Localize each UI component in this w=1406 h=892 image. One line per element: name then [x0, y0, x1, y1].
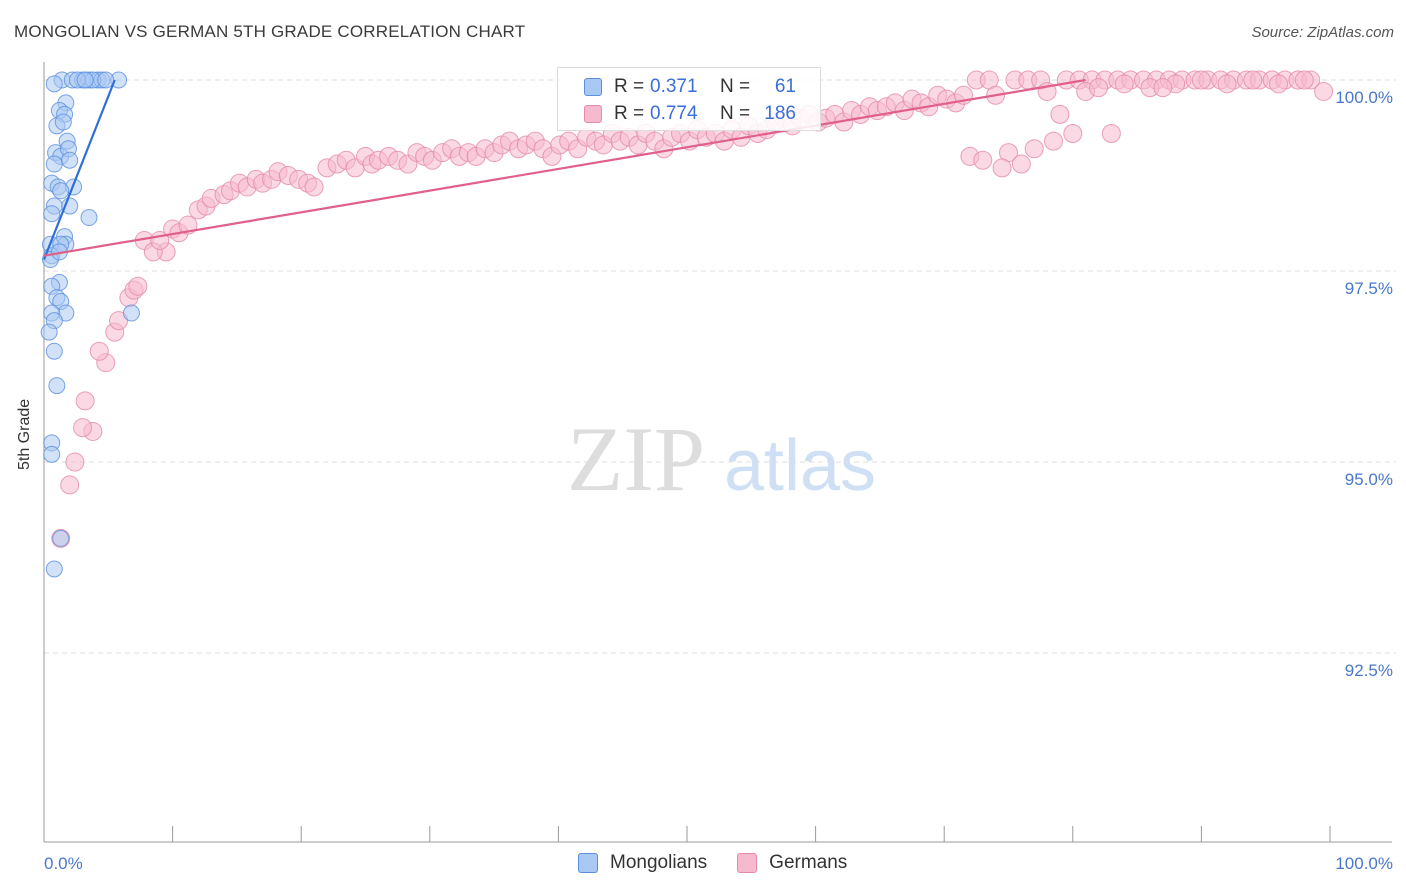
- legend-n-label: N =: [720, 76, 751, 97]
- germans-trend-line: [43, 78, 1086, 257]
- legend-row-mongolians: R = 0.371 N = 61: [584, 75, 796, 99]
- legend-item-germans[interactable]: Germans: [737, 852, 847, 874]
- germans-point: [89, 341, 109, 361]
- germans-point: [73, 418, 93, 438]
- mongolians-point: [40, 323, 58, 341]
- germans-point: [1114, 74, 1134, 94]
- germans-point: [1011, 154, 1031, 174]
- mongolians-point: [52, 529, 70, 547]
- mongolians-point: [45, 560, 63, 578]
- x-tick-label: 100.0%: [1335, 854, 1393, 873]
- mongolians-point: [45, 342, 63, 360]
- legend-item-mongolians[interactable]: Mongolians: [578, 852, 707, 874]
- germans-point: [1191, 70, 1211, 90]
- x-tick-labels: 0.0% 100.0%: [44, 854, 1393, 873]
- source-label: Source: ZipAtlas.com: [1251, 24, 1394, 41]
- x-tick-label: 0.0%: [44, 854, 83, 873]
- mongolians-point: [122, 304, 140, 322]
- germans-point: [1217, 74, 1237, 94]
- germans-point: [1243, 70, 1263, 90]
- germans-point: [1314, 81, 1334, 101]
- germans-point: [1101, 123, 1121, 143]
- mongolians-trend-line: [42, 79, 116, 260]
- mongolians-point: [43, 205, 61, 223]
- chart-title: MONGOLIAN VS GERMAN 5TH GRADE CORRELATIO…: [14, 22, 526, 41]
- germans-point: [992, 158, 1012, 178]
- mongolians-point: [52, 182, 70, 200]
- germans-point: [1050, 104, 1070, 124]
- series-legend: Mongolians Germans: [578, 852, 877, 874]
- y-tick-label: 100.0%: [1335, 88, 1393, 107]
- legend-n-value: 186: [764, 103, 796, 124]
- mongolians-point: [97, 71, 115, 89]
- germans-point: [109, 311, 129, 331]
- y-tick-label: 97.5%: [1345, 279, 1393, 298]
- legend-swatch-blue: [578, 853, 598, 873]
- legend-r-value: 0.774: [650, 103, 698, 124]
- mongolians-point: [45, 75, 63, 93]
- watermark: ZIP atlas: [567, 408, 876, 510]
- correlation-legend: R = 0.371 N = 61 R = 0.774 N = 186: [557, 67, 821, 131]
- legend-swatch-pink: [737, 853, 758, 873]
- mongolians-point: [45, 155, 63, 173]
- germans-point: [65, 452, 85, 472]
- mongolians-point: [61, 151, 79, 169]
- legend-n-value: 61: [774, 76, 796, 97]
- y-tick-labels: 92.5% 95.0% 97.5% 100.0%: [1335, 88, 1393, 680]
- mongolians-point: [43, 445, 61, 463]
- mongolians-point: [54, 113, 72, 131]
- watermark-zip: ZIP: [567, 408, 705, 510]
- germans-point: [60, 475, 80, 495]
- germans-point: [1153, 78, 1173, 98]
- legend-swatch-blue: [584, 78, 602, 96]
- mongolians-point: [76, 71, 94, 89]
- germans-point: [973, 150, 993, 170]
- legend-r-value: 0.371: [650, 76, 698, 97]
- germans-point: [1294, 70, 1314, 90]
- legend-swatch-pink: [584, 105, 602, 123]
- legend-n-label: N =: [720, 103, 751, 124]
- legend-label-mongolians: Mongolians: [610, 852, 708, 873]
- legend-row-germans: R = 0.774 N = 186: [584, 102, 796, 126]
- germans-points: [51, 70, 1334, 548]
- legend-r-label: R =: [614, 76, 645, 97]
- germans-point: [128, 276, 148, 296]
- germans-point: [75, 391, 95, 411]
- y-tick-label: 95.0%: [1345, 470, 1393, 489]
- legend-r-label: R =: [614, 103, 645, 124]
- mongolians-point: [80, 209, 98, 227]
- germans-point: [1063, 123, 1083, 143]
- germans-point: [1269, 74, 1289, 94]
- mongolians-points: [40, 71, 140, 578]
- germans-point: [1044, 131, 1064, 151]
- watermark-atlas: atlas: [724, 426, 876, 506]
- trend-lines: [42, 78, 1086, 260]
- legend-label-germans: Germans: [769, 852, 848, 873]
- germans-point: [1024, 139, 1044, 159]
- y-tick-label: 92.5%: [1345, 661, 1393, 680]
- mongolians-point: [48, 377, 66, 395]
- grid-lines: [44, 79, 1396, 654]
- germans-point: [1089, 78, 1109, 98]
- germans-point: [304, 177, 324, 197]
